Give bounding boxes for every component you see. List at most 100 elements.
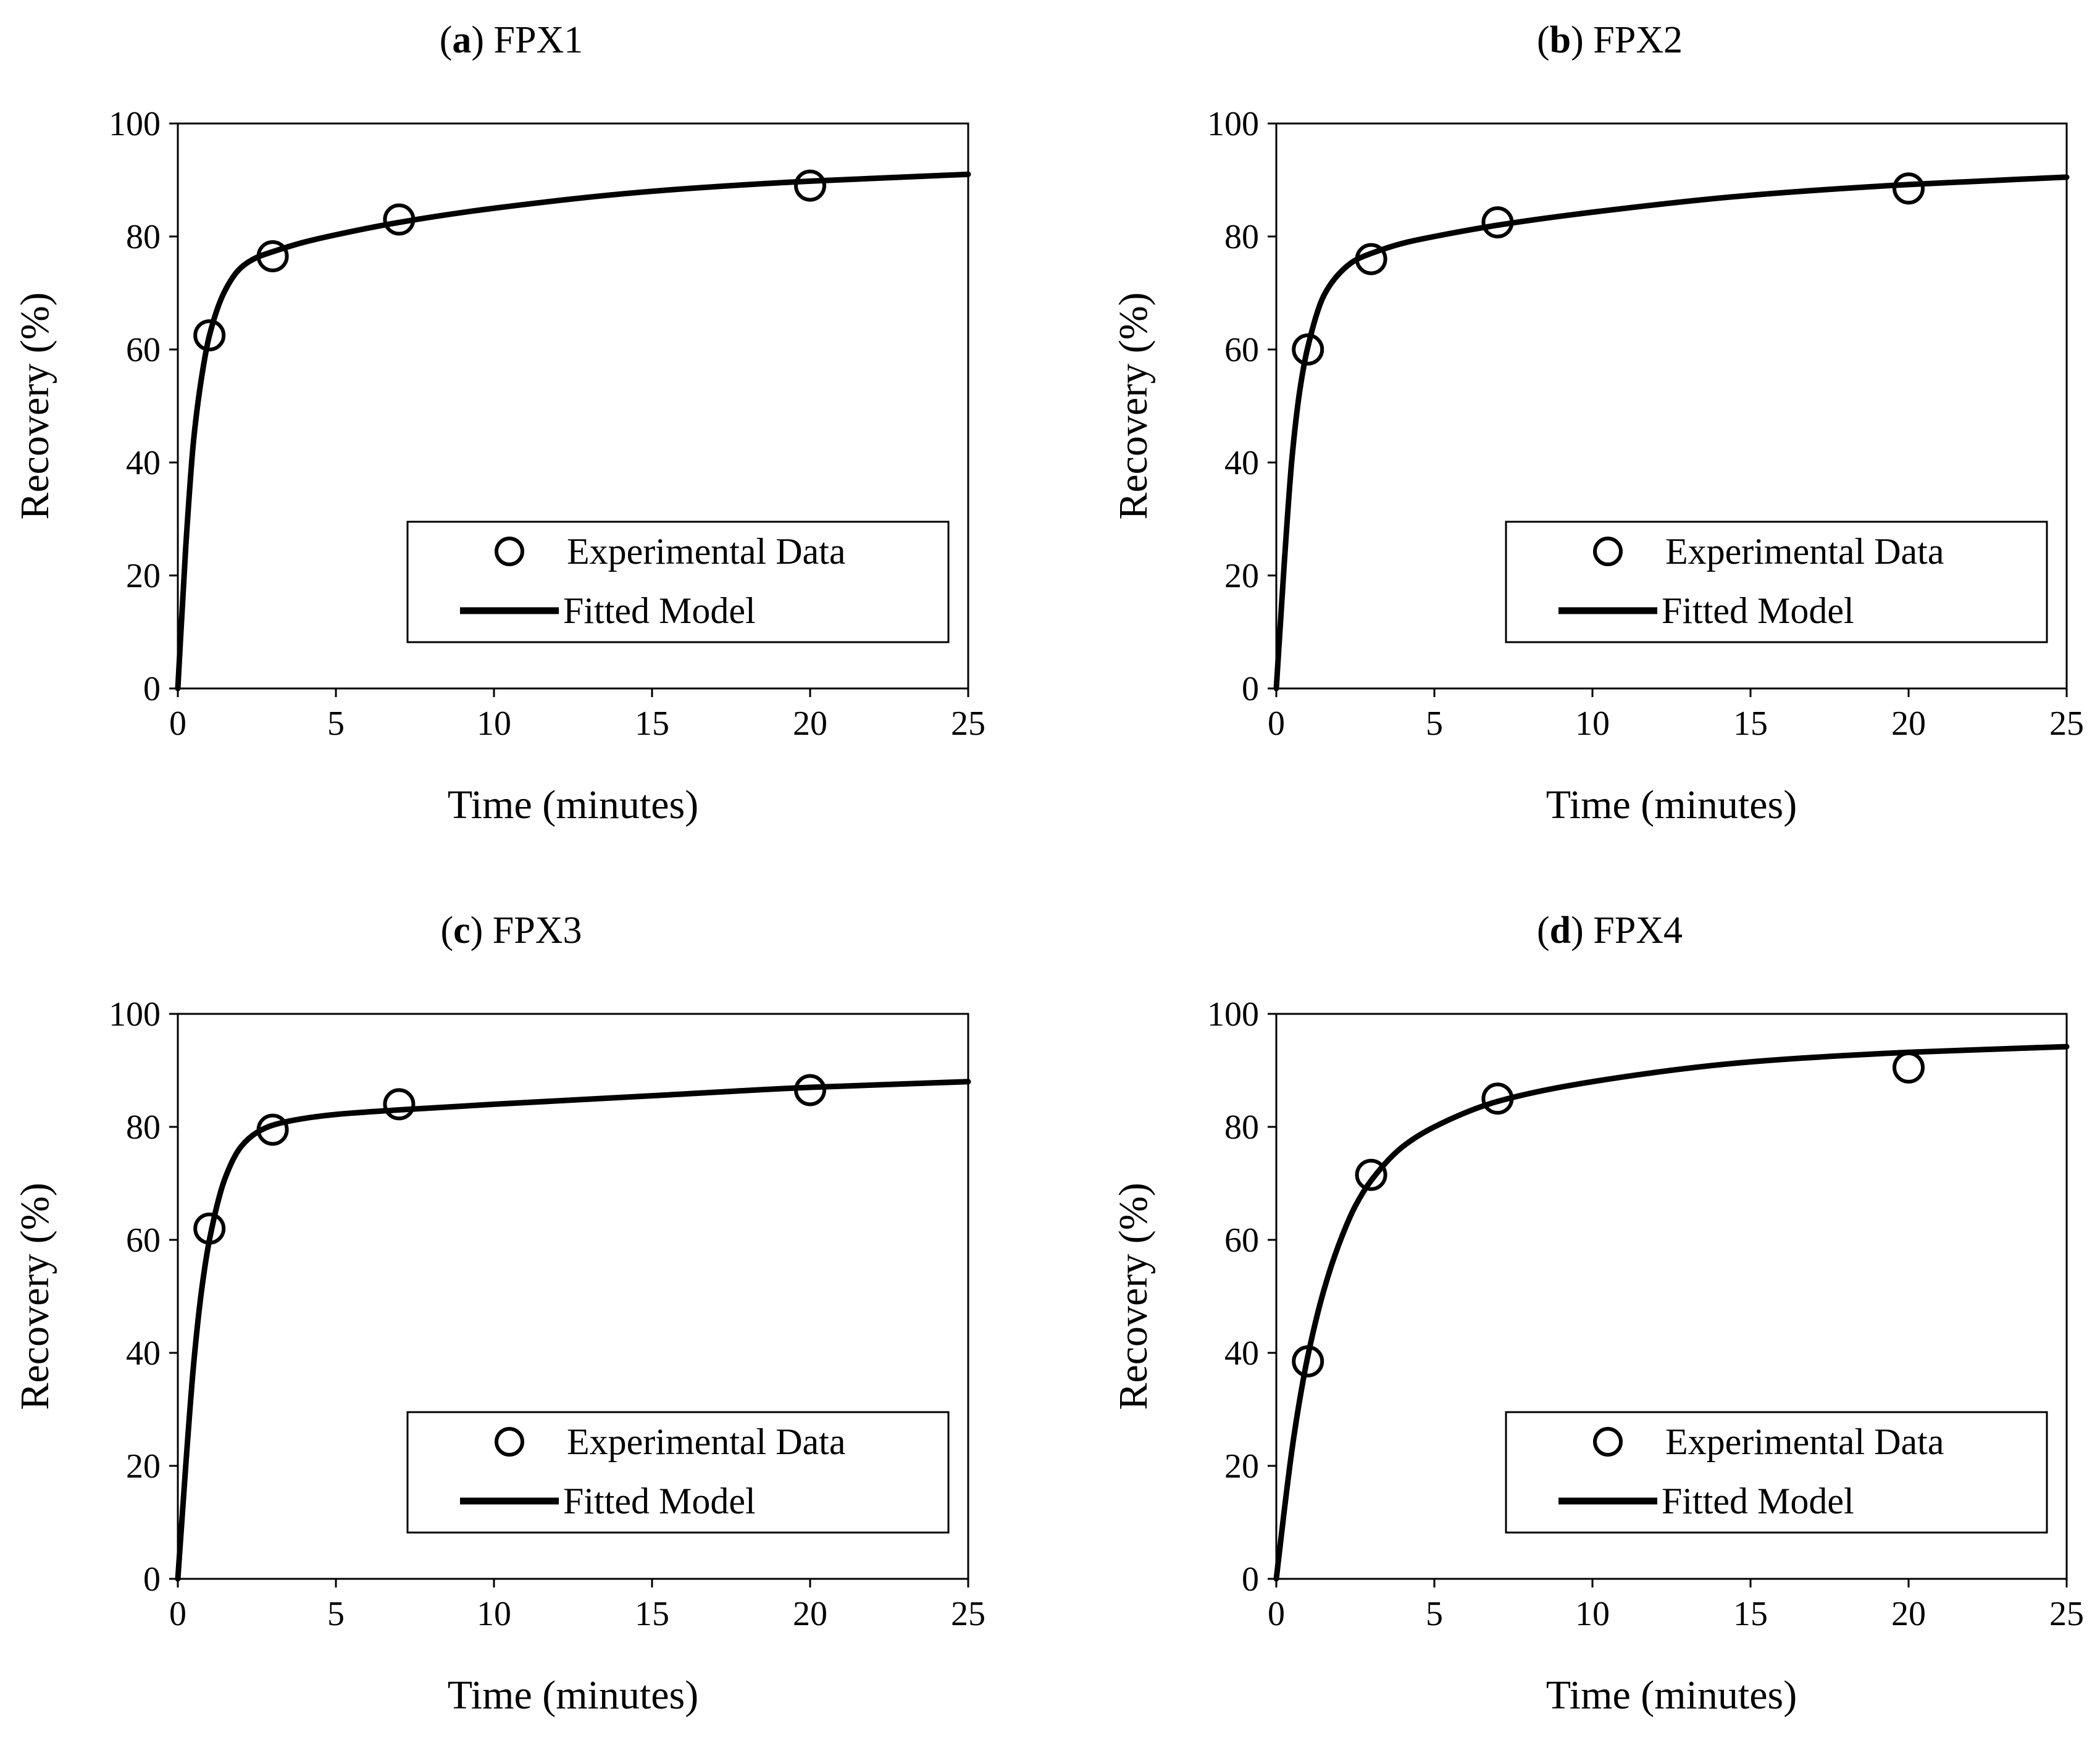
legend-label-fitted: Fitted Model [563, 1481, 756, 1521]
panel-d-title: (d) FPX4 [1537, 910, 1683, 952]
panel-c: (c) FPX3 0 20 40 60 80 100 0 5 10 15 20 25 Time (minu… [12, 910, 985, 1718]
y-tick-label: 80 [126, 218, 161, 256]
fitted-model-line [175, 1079, 971, 1582]
y-tick-label: 100 [1207, 105, 1259, 143]
experimental-data-point [383, 203, 416, 236]
x-tick-label: 0 [169, 1595, 186, 1633]
experimental-data-point [1355, 1158, 1387, 1191]
legend-marker-icon [495, 1427, 524, 1457]
experimental-data-point [1292, 333, 1324, 366]
legend: Experimental Data Fitted Model [1505, 1411, 2048, 1534]
x-tick-label: 10 [477, 1595, 511, 1633]
y-tick-label: 60 [126, 1221, 161, 1260]
x-axis-label: Time (minutes) [1546, 1673, 1797, 1718]
x-axis-label: Time (minutes) [1546, 782, 1797, 827]
legend-marker-icon [1593, 537, 1623, 566]
y-tick-label: 60 [1224, 331, 1259, 369]
experimental-data-point [256, 1113, 289, 1146]
legend-label-fitted: Fitted Model [1662, 590, 1854, 631]
panel-name: FPX1 [494, 19, 584, 61]
x-tick-label: 0 [1268, 705, 1285, 743]
legend-label-experimental: Experimental Data [1665, 1421, 1944, 1462]
experimental-data-point [1893, 172, 1925, 205]
x-tick-label: 25 [951, 705, 985, 743]
legend-marker-icon [1593, 1427, 1623, 1457]
y-axis-label: Recovery (%) [1111, 292, 1156, 519]
y-tick-label: 100 [109, 995, 161, 1034]
experimental-data-point [1292, 1345, 1324, 1378]
x-tick-label: 20 [793, 705, 827, 743]
plot-frame [1275, 122, 2068, 690]
legend-marker-icon [495, 537, 524, 566]
legend-box [406, 1411, 950, 1534]
experimental-data-point [1355, 243, 1387, 275]
y-tick-label: 40 [1224, 444, 1259, 482]
y-tick-label: 0 [143, 670, 161, 708]
experimental-data-point [1481, 206, 1514, 239]
plot-frame [1275, 1013, 2068, 1580]
panel-d: (d) FPX4 0 20 40 60 80 100 0 5 10 15 20 25 Time (minu… [1111, 910, 2084, 1718]
x-tick-label: 0 [1268, 1595, 1285, 1633]
experimental-data-point [794, 169, 826, 202]
fitted-model-line [1273, 174, 2070, 692]
y-tick-label: 40 [1224, 1334, 1259, 1373]
experimental-data-point [193, 319, 226, 352]
x-tick-label: 15 [1733, 1595, 1768, 1633]
x-tick-label: 25 [951, 1595, 985, 1633]
x-tick-label: 10 [477, 705, 511, 743]
panel-c-title: (c) FPX3 [440, 910, 582, 952]
legend-label-experimental: Experimental Data [567, 531, 845, 572]
y-tick-label: 80 [1224, 218, 1259, 256]
panel-name: FPX2 [1593, 19, 1683, 61]
panel-letter: b [1550, 19, 1571, 61]
x-axis-label: Time (minutes) [448, 782, 698, 827]
panel-name: FPX4 [1593, 910, 1683, 952]
x-tick-label: 5 [327, 705, 345, 743]
y-tick-label: 80 [126, 1108, 161, 1147]
y-tick-label: 0 [1242, 1560, 1259, 1599]
x-tick-label: 20 [1891, 705, 1926, 743]
panel-b-title: (b) FPX2 [1537, 19, 1683, 61]
y-tick-label: 40 [126, 1334, 161, 1373]
fitted-model-line [1273, 1044, 2070, 1582]
legend-box [1505, 521, 2048, 643]
fitted-model-line [175, 171, 971, 692]
legend: Experimental Data Fitted Model [406, 521, 950, 643]
x-tick-label: 25 [2049, 705, 2084, 743]
y-tick-label: 20 [1224, 1447, 1259, 1486]
legend-box [406, 521, 950, 643]
x-tick-label: 5 [1426, 1595, 1443, 1633]
x-tick-label: 10 [1575, 705, 1610, 743]
panel-a: (a) FPX1 0 20 40 60 80 100 0 5 10 15 20 25 Time (minu… [12, 19, 985, 827]
x-tick-label: 5 [1426, 705, 1443, 743]
x-tick-label: 15 [1733, 705, 1768, 743]
y-tick-label: 20 [126, 557, 161, 595]
experimental-data-point [1481, 1082, 1514, 1115]
x-tick-label: 15 [635, 1595, 669, 1633]
panel-letter: a [452, 19, 471, 61]
experimental-data-point [256, 240, 289, 273]
x-tick-label: 0 [169, 705, 186, 743]
panel-a-title: (a) FPX1 [440, 19, 584, 61]
panel-letter: d [1550, 910, 1571, 952]
x-tick-label: 15 [635, 705, 669, 743]
x-tick-label: 10 [1575, 1595, 1610, 1633]
y-axis-label: Recovery (%) [12, 1182, 57, 1410]
x-tick-label: 25 [2049, 1595, 2084, 1633]
legend-label-experimental: Experimental Data [567, 1421, 845, 1462]
panel-letter: c [453, 910, 471, 952]
experimental-data-point [383, 1088, 416, 1121]
y-tick-label: 100 [1207, 995, 1259, 1034]
y-tick-label: 100 [109, 105, 161, 143]
y-axis-label: Recovery (%) [12, 292, 57, 519]
experimental-data-point [794, 1074, 826, 1106]
y-tick-label: 60 [126, 331, 161, 369]
experimental-data-point [193, 1212, 226, 1245]
legend: Experimental Data Fitted Model [406, 1411, 950, 1534]
x-tick-label: 20 [1891, 1595, 1926, 1633]
y-tick-label: 0 [1242, 670, 1259, 708]
y-tick-label: 20 [126, 1447, 161, 1486]
x-axis-label: Time (minutes) [448, 1673, 698, 1718]
legend-label-fitted: Fitted Model [563, 590, 756, 631]
